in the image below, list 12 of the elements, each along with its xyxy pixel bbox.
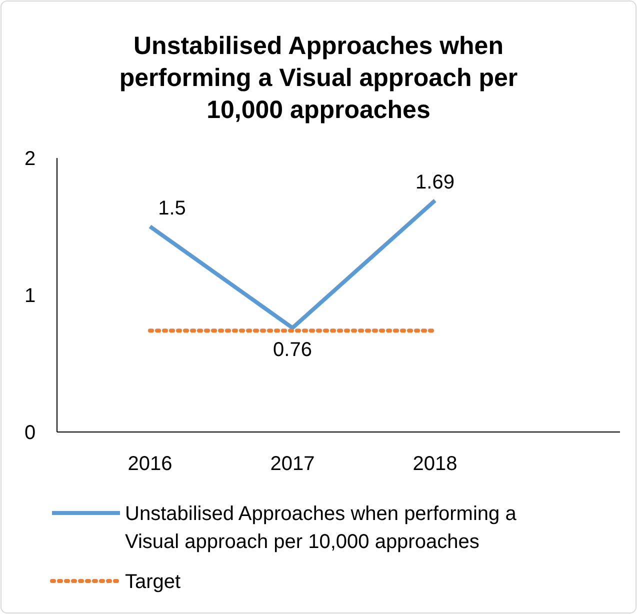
data-label: 1.5 xyxy=(158,198,186,220)
data-label: 1.69 xyxy=(416,171,454,194)
y-tick-label: 0 xyxy=(24,422,36,444)
legend-label: Target xyxy=(125,571,182,593)
chart-title: Unstabilised Approaches when performing a Visual approach per 10,000 approaches xyxy=(119,32,518,124)
y-tick-label: 2 xyxy=(24,148,36,170)
x-tick-label: 2017 xyxy=(270,453,315,475)
legend-label: Unstabilised Approaches when performing a Visual approach per 10,000 approaches xyxy=(125,503,518,553)
data-label: 0.76 xyxy=(273,338,312,361)
y-tick-label: 1 xyxy=(24,285,36,307)
x-tick-label: 2018 xyxy=(412,453,458,475)
x-tick-label: 2016 xyxy=(128,453,172,475)
